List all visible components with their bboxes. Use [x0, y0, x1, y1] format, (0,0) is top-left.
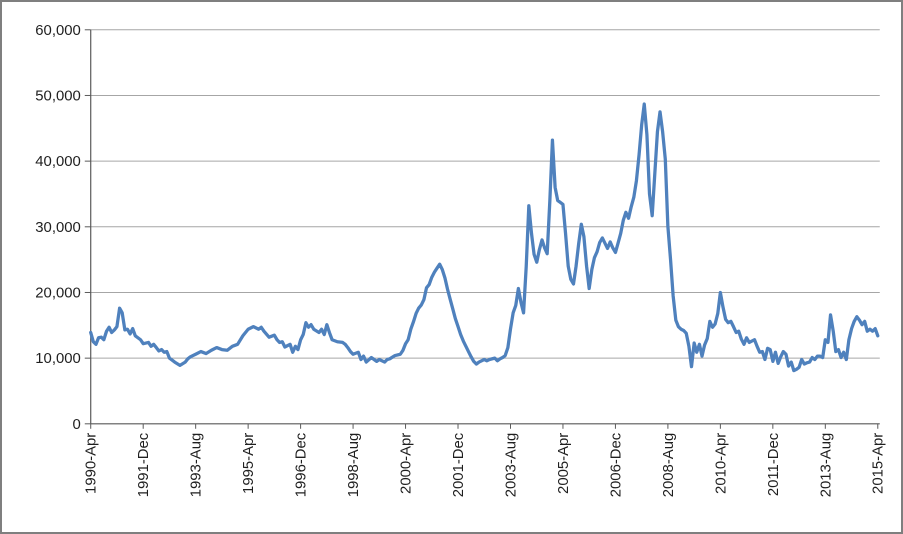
y-tick-label: 40,000 [35, 154, 81, 170]
x-tick-label: 2011-Dec [766, 432, 782, 496]
x-tick-label: 1991-Dec [136, 432, 152, 497]
x-tick-label: 2015-Apr [871, 433, 887, 494]
data-series-line [89, 102, 880, 373]
y-tick-label: 20,000 [35, 285, 81, 301]
x-tick-label: 1990-Apr [84, 433, 100, 494]
x-tick-label: 1995-Apr [241, 433, 257, 494]
x-tick-label: 1998-Aug [346, 433, 362, 498]
x-tick-label: 2003-Aug [503, 433, 519, 498]
y-tick-label: 60,000 [35, 23, 81, 39]
x-tick-label: 2006-Dec [608, 432, 624, 497]
y-tick-label: 30,000 [35, 220, 81, 236]
x-tick-label: 2008-Aug [661, 433, 677, 498]
x-tick-label: 2000-Apr [399, 433, 415, 494]
y-tick-label: 50,000 [35, 88, 81, 104]
x-tick-label: 2005-Apr [556, 433, 572, 494]
x-tick-label: 2010-Apr [713, 433, 729, 494]
x-tick-label: 2013-Aug [818, 433, 834, 498]
y-tick-label: 10,000 [35, 351, 81, 367]
x-tick-label: 2001-Dec [451, 432, 467, 497]
x-tick-label: 1993-Aug [189, 433, 205, 498]
x-tick-label: 1996-Dec [294, 432, 310, 497]
y-tick-label: 0 [73, 417, 81, 433]
